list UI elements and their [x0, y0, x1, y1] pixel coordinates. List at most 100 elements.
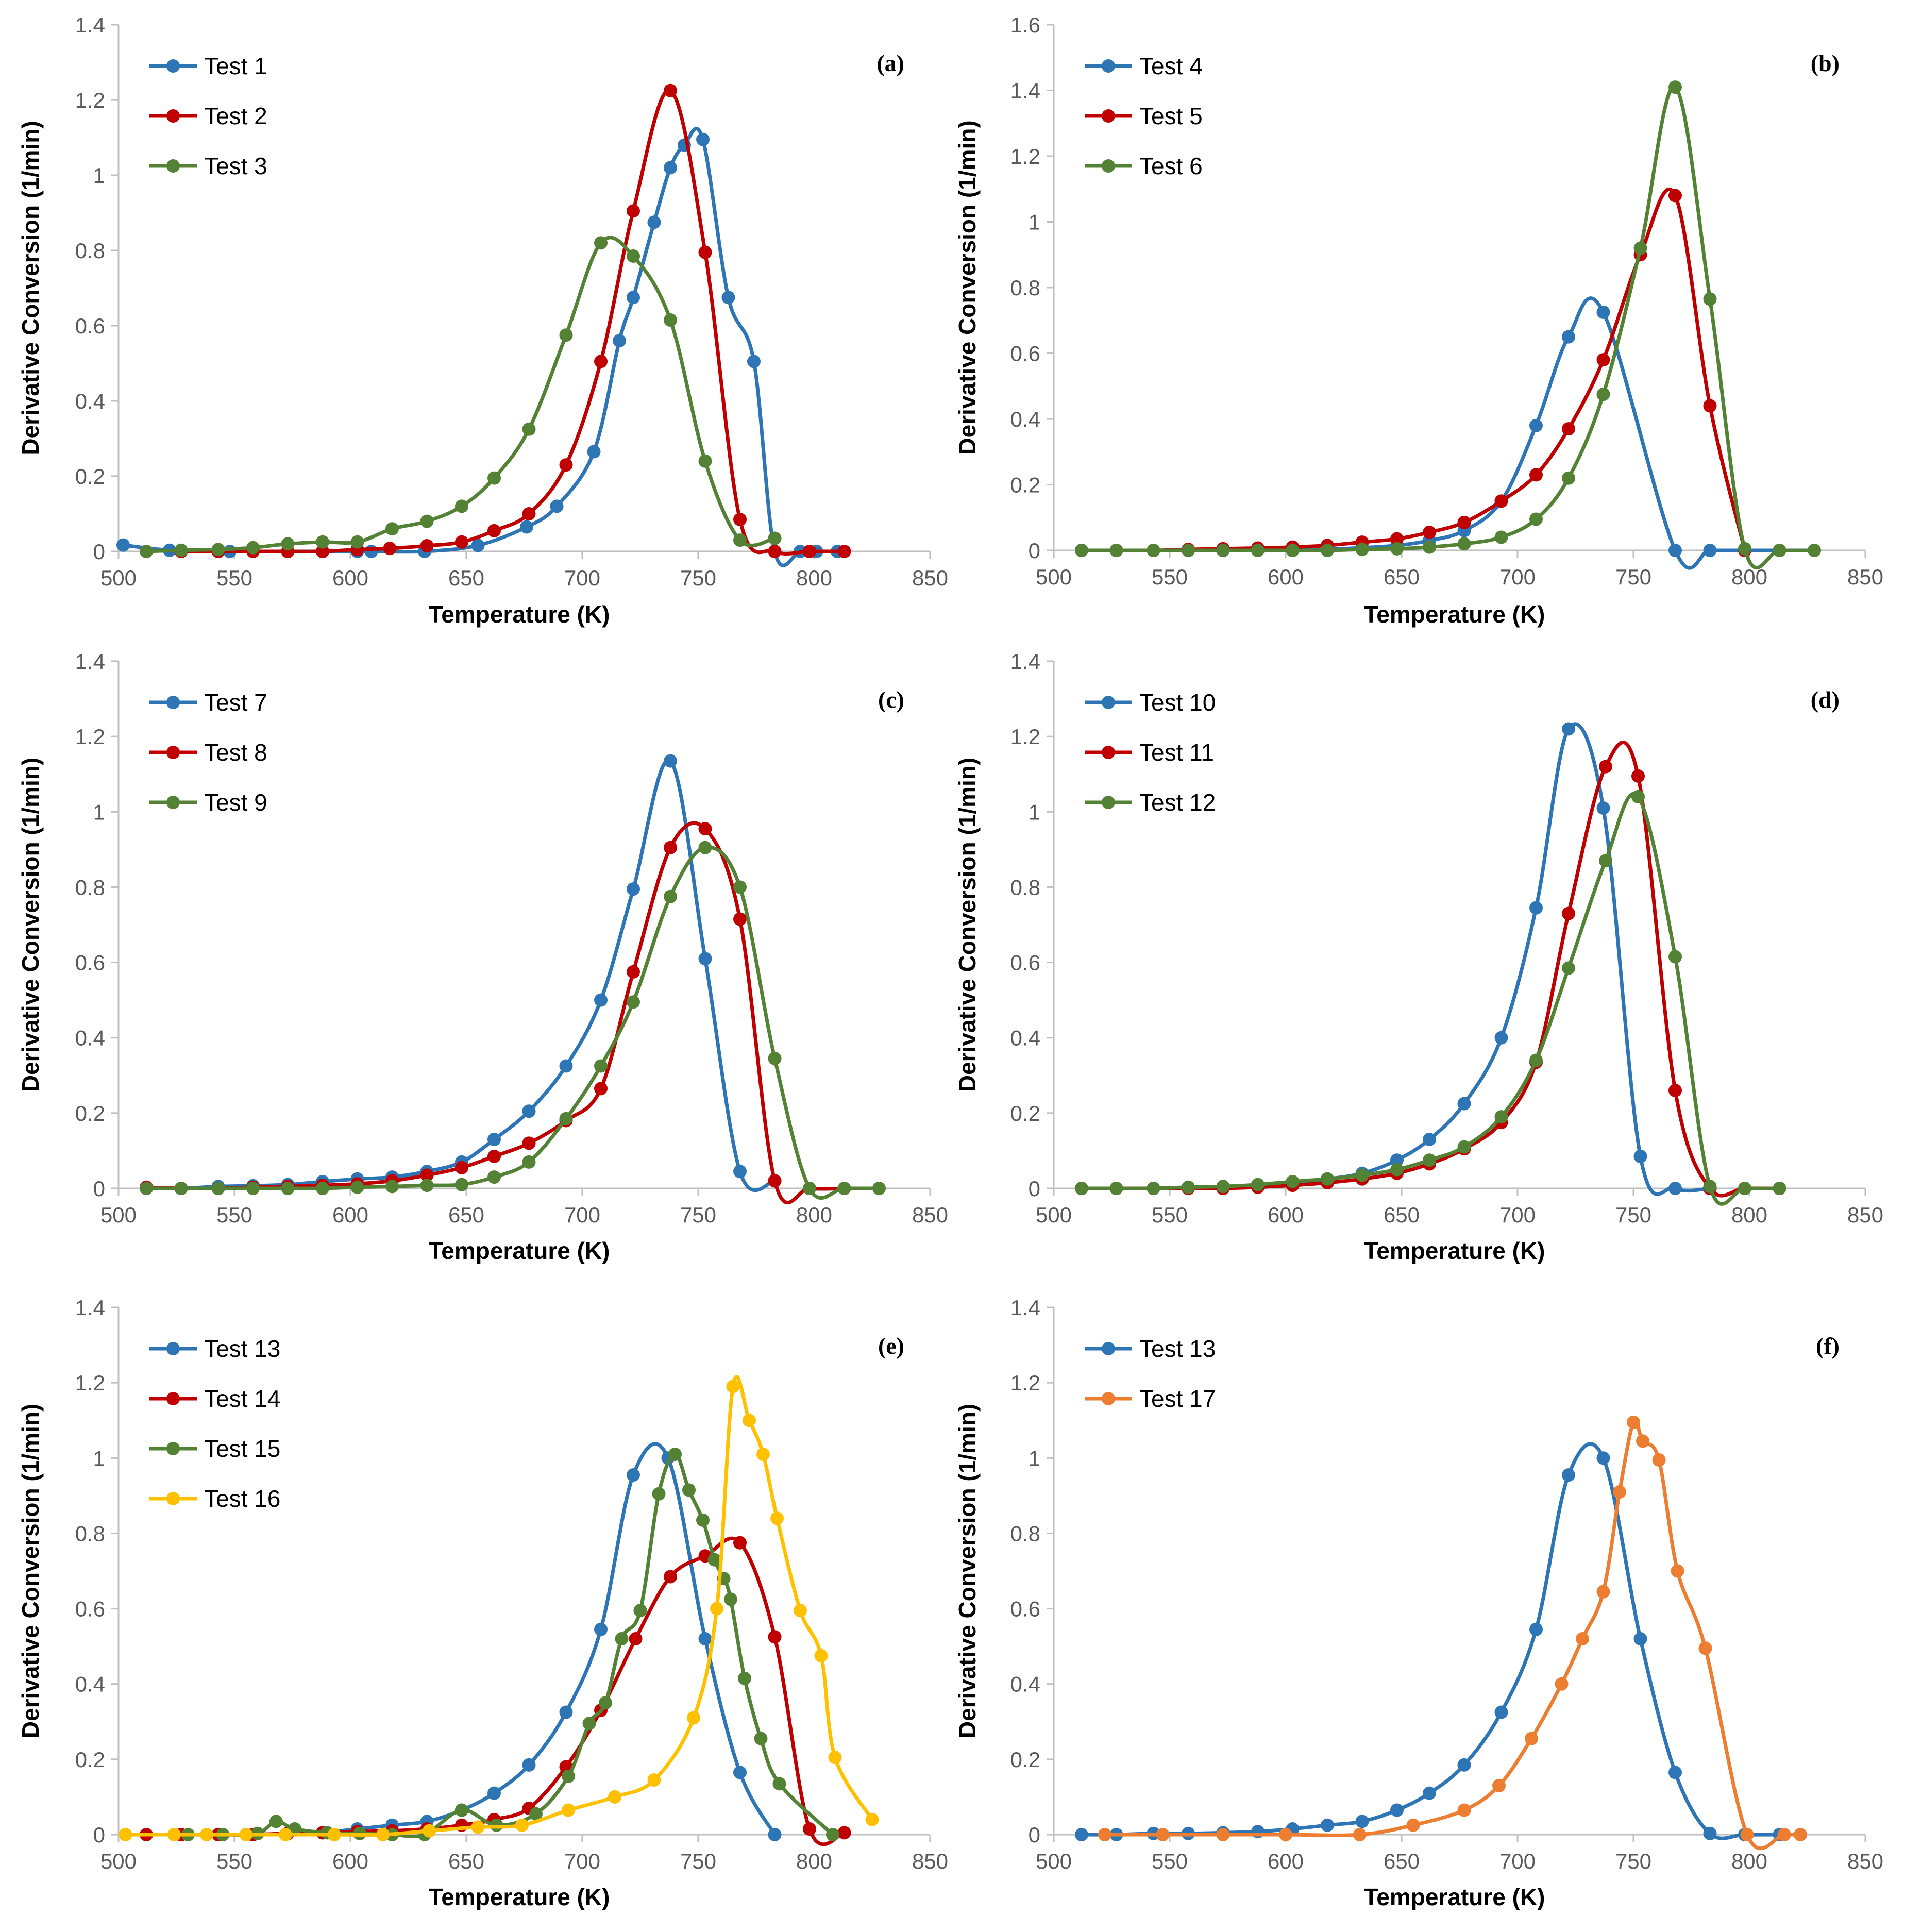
data-point	[1596, 1451, 1610, 1465]
data-point	[1457, 515, 1471, 529]
y-tick-label: 1	[93, 1446, 105, 1470]
data-point	[1740, 1828, 1754, 1841]
data-point	[1773, 544, 1786, 557]
data-point	[1525, 1732, 1538, 1745]
data-point	[1457, 1097, 1471, 1111]
data-point	[1668, 1182, 1682, 1195]
data-point	[747, 355, 761, 368]
x-tick-label: 700	[1499, 1849, 1536, 1873]
data-point	[803, 545, 816, 558]
legend-marker	[1102, 696, 1115, 709]
data-point	[487, 1786, 501, 1800]
legend-entry: Test 17	[1085, 1385, 1216, 1412]
data-point	[559, 1112, 573, 1125]
y-tick-label: 0.4	[75, 1672, 105, 1696]
data-point	[627, 965, 640, 979]
data-point	[116, 538, 130, 552]
legend-label: Test 14	[204, 1385, 280, 1412]
data-point	[1808, 544, 1821, 557]
data-point	[710, 1602, 723, 1616]
legend-marker	[1102, 59, 1115, 73]
data-point	[1703, 399, 1717, 413]
y-tick-label: 1	[93, 163, 105, 188]
series-line	[186, 1452, 835, 1839]
data-point	[1668, 1084, 1682, 1098]
data-point	[664, 754, 677, 768]
data-point	[587, 445, 601, 459]
legend-marker	[166, 159, 180, 173]
data-point	[627, 995, 640, 1009]
legend-label: Test 9	[204, 789, 267, 816]
data-point	[1279, 1828, 1292, 1841]
x-tick-label: 650	[448, 566, 484, 590]
data-point	[733, 1165, 747, 1179]
data-point	[1216, 544, 1230, 557]
data-point	[420, 1168, 434, 1182]
data-point	[1355, 1168, 1369, 1182]
data-point	[1631, 790, 1645, 804]
data-point	[522, 422, 536, 436]
data-point	[1286, 544, 1300, 557]
data-point	[1529, 1053, 1543, 1067]
y-tick-label: 1.4	[1010, 1296, 1040, 1320]
legend-marker	[166, 696, 180, 709]
data-point	[550, 499, 564, 513]
data-point	[1633, 241, 1647, 255]
x-tick-label: 600	[1268, 565, 1304, 589]
x-tick-label: 600	[332, 566, 368, 590]
legend-marker	[166, 796, 180, 809]
data-point	[1703, 1826, 1717, 1840]
data-point	[1529, 512, 1543, 526]
x-tick-label: 500	[100, 1849, 137, 1873]
data-point	[1698, 1641, 1712, 1655]
data-point	[594, 236, 608, 250]
legend-marker	[1102, 796, 1115, 809]
x-tick-label: 850	[1847, 565, 1883, 589]
y-axis-title: Derivative Conversion (1/min)	[17, 121, 44, 455]
y-tick-label: 1	[1029, 210, 1040, 234]
data-point	[1671, 1564, 1684, 1578]
x-tick-label: 750	[680, 1203, 716, 1227]
data-point	[1251, 544, 1265, 557]
data-point	[1355, 1815, 1369, 1828]
data-point	[615, 1632, 629, 1646]
legend-label: Test 2	[204, 103, 267, 129]
x-tick-label: 750	[1615, 1849, 1651, 1873]
x-tick-label: 850	[912, 1203, 948, 1227]
data-point	[594, 1082, 608, 1096]
data-point	[664, 313, 677, 327]
data-point	[1703, 1180, 1717, 1194]
legend-marker	[1102, 1392, 1115, 1405]
data-point	[1668, 1766, 1682, 1779]
data-point	[1633, 1149, 1647, 1163]
series-test-13	[1075, 1442, 1786, 1841]
data-point	[281, 1182, 295, 1195]
y-tick-label: 1.2	[1010, 144, 1040, 169]
data-point	[803, 1822, 816, 1836]
x-tick-label: 850	[912, 566, 948, 590]
y-tick-label: 0.6	[75, 314, 105, 338]
x-axis-title: Temperature (K)	[429, 1237, 610, 1264]
data-point	[420, 539, 434, 553]
data-point	[837, 1182, 851, 1195]
y-tick-label: 0	[1029, 1823, 1040, 1847]
x-tick-label: 800	[796, 566, 832, 590]
chart-panel-f: 0 0.2 0.4 0.6 0.8 1 1.2 1.4 500 550 600 650 700 750 80…	[954, 1296, 1883, 1910]
data-point	[696, 132, 710, 146]
data-point	[246, 541, 260, 555]
series-line	[124, 1375, 874, 1837]
data-point	[376, 1828, 390, 1841]
data-point	[664, 841, 677, 854]
data-point	[471, 539, 485, 552]
data-point	[627, 204, 640, 218]
legend-marker	[166, 1392, 180, 1405]
series-test-12	[1075, 790, 1786, 1206]
legend-entry: Test 2	[149, 103, 267, 129]
data-point	[119, 1828, 132, 1841]
x-tick-label: 650	[448, 1849, 484, 1873]
x-tick-label: 550	[216, 566, 252, 590]
legend-marker	[1102, 109, 1115, 123]
data-point	[239, 1828, 253, 1841]
data-point	[1794, 1828, 1807, 1841]
y-tick-label: 1.4	[1010, 649, 1040, 674]
